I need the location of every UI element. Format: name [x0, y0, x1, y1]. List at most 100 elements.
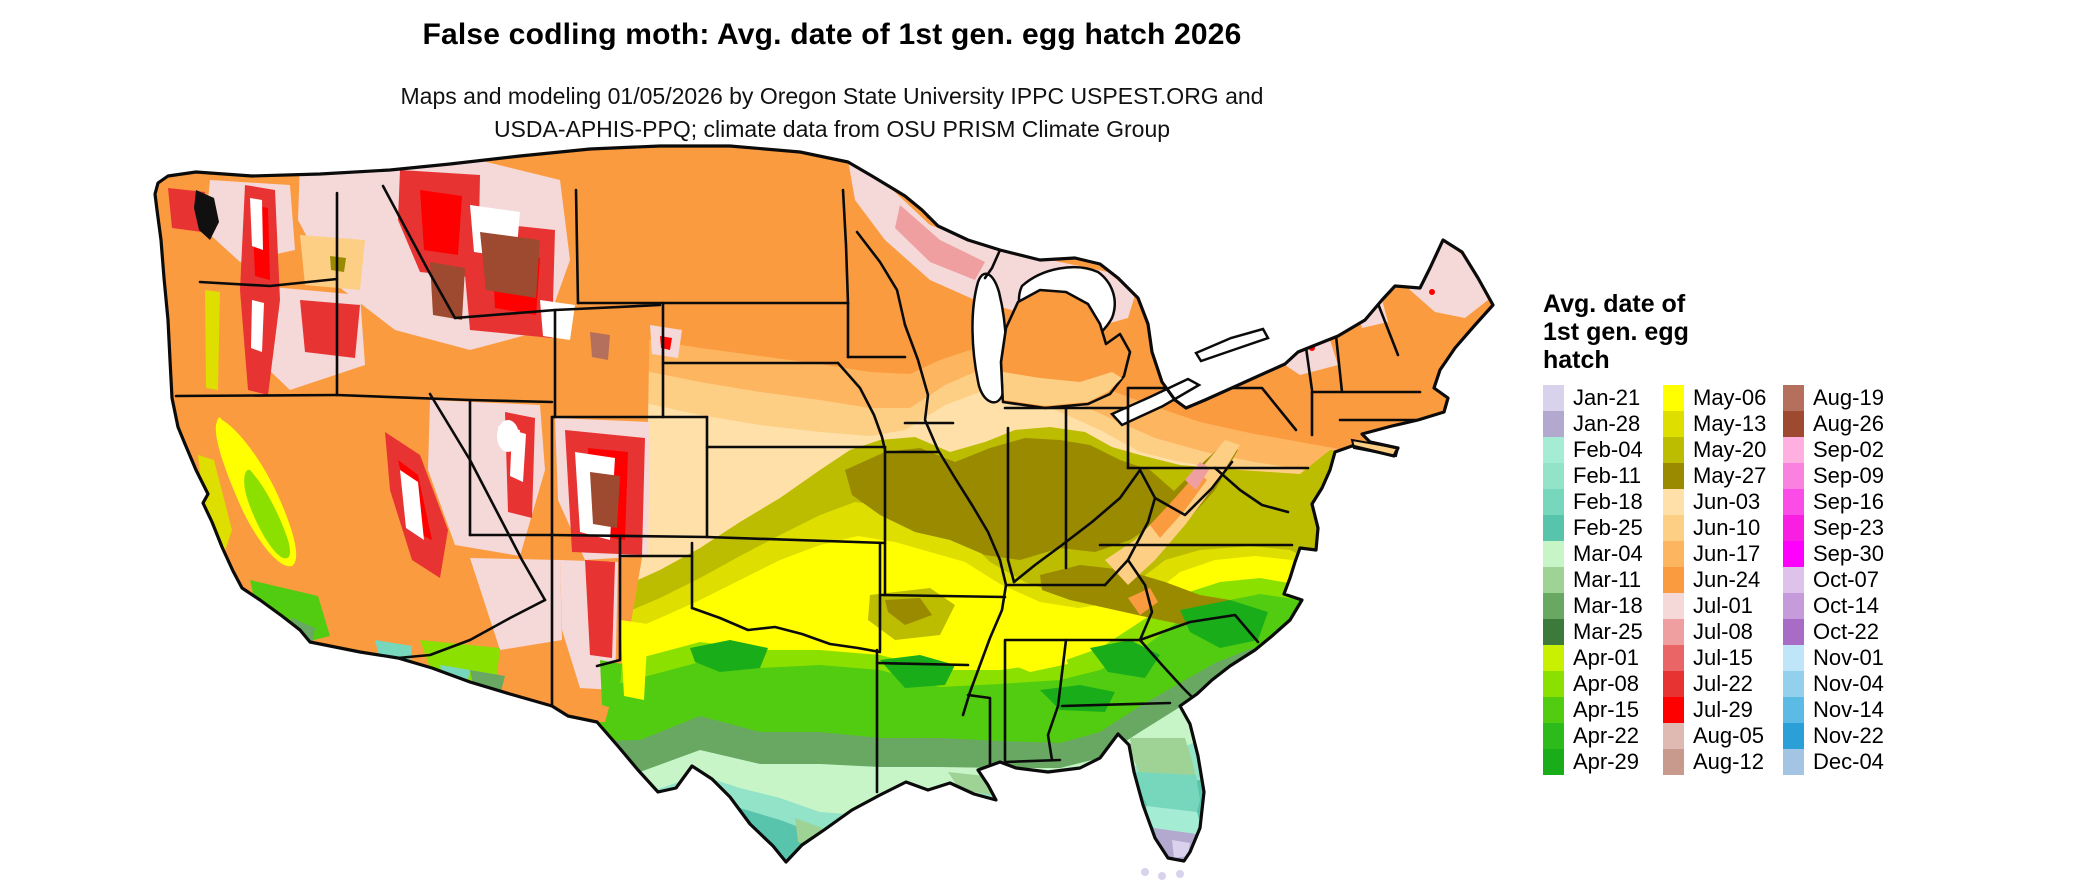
puget-sound — [194, 190, 219, 240]
map-region — [620, 620, 648, 700]
legend-date-label: Jul-08 — [1693, 619, 1753, 644]
map-region — [396, 598, 547, 660]
legend-swatch — [1543, 541, 1564, 567]
legend-row: Oct-22 — [1783, 619, 1903, 645]
legend-date-label: Jul-01 — [1693, 593, 1753, 618]
map-region — [1060, 701, 1172, 708]
legend-row: Sep-09 — [1783, 463, 1903, 489]
legend-swatch — [1663, 411, 1684, 437]
map-region — [1005, 646, 1068, 672]
map-region — [595, 554, 622, 668]
legend-swatch — [1543, 567, 1564, 593]
legend-swatch — [1543, 437, 1564, 463]
map-region — [381, 184, 457, 320]
map-region — [841, 188, 850, 305]
map-region — [480, 232, 540, 298]
legend-row: Mar-25 — [1543, 619, 1663, 645]
legend-column-1: Jan-21 Jan-28 Feb-04 Feb-11 Feb-18 Feb-25 Mar-… — [1543, 385, 1663, 775]
legend-row: Jul-15 — [1663, 645, 1783, 671]
map-region — [903, 323, 1008, 717]
legend-date-label: Sep-30 — [1813, 541, 1884, 566]
legend-swatch — [1663, 593, 1684, 619]
map-region — [1003, 372, 1122, 406]
map-region — [1176, 870, 1184, 878]
map-region — [430, 262, 465, 320]
map-title: False codling moth: Avg. date of 1st gen… — [422, 18, 1242, 51]
legend-column-3: Aug-19 Aug-26 Sep-02 Sep-09 Sep-16 Sep-23 Sep-… — [1783, 385, 1903, 775]
legend-row: Jan-21 — [1543, 385, 1663, 411]
legend-date-label: Dec-04 — [1813, 749, 1884, 774]
legend-row: May-27 — [1663, 463, 1783, 489]
map-region — [953, 225, 959, 231]
legend-columns: Jan-21 Jan-28 Feb-04 Feb-11 Feb-18 Feb-25 Mar-… — [1543, 385, 1963, 775]
legend-row: Jun-03 — [1663, 489, 1783, 515]
legend-date-label: May-27 — [1693, 463, 1767, 488]
legend-swatch — [1543, 489, 1564, 515]
legend-date-label: Jun-24 — [1693, 567, 1761, 592]
legend-swatch — [1663, 723, 1684, 749]
map-attribution: Maps and modeling 01/05/2026 by Oregon S… — [0, 80, 1664, 146]
legend-date-label: Mar-04 — [1573, 541, 1643, 566]
legend-date-label: May-13 — [1693, 411, 1767, 436]
legend-row: Apr-29 — [1543, 749, 1663, 775]
legend-swatch — [1663, 463, 1684, 489]
legend-row: Sep-02 — [1783, 437, 1903, 463]
map-region — [540, 300, 575, 340]
map-region — [1138, 638, 1199, 704]
legend-date-label: Feb-04 — [1573, 437, 1643, 462]
legend-title-line-2: 1st gen. egg — [1543, 318, 1689, 346]
map-region — [836, 361, 887, 452]
legend-row: Mar-04 — [1543, 541, 1663, 567]
map-region — [600, 660, 622, 710]
legend-date-label: Jun-10 — [1693, 515, 1761, 540]
legend-swatch — [1783, 411, 1804, 437]
legend-swatch — [1783, 385, 1804, 411]
legend-swatch — [1783, 749, 1804, 775]
legend-swatch — [1663, 489, 1684, 515]
legend-date-label: Oct-22 — [1813, 619, 1880, 644]
map-region — [1429, 289, 1435, 295]
legend-date-label: Jun-03 — [1693, 489, 1761, 514]
legend-row: Nov-14 — [1783, 697, 1903, 723]
map-region — [1150, 472, 1207, 538]
legend-swatch — [1543, 593, 1564, 619]
map-region — [574, 188, 580, 305]
map-region — [690, 640, 768, 672]
legend-swatch — [1783, 489, 1804, 515]
legend-date-label: Feb-11 — [1573, 463, 1642, 488]
state-borders — [174, 184, 1422, 794]
attribution-line-1: Maps and modeling 01/05/2026 by Oregon S… — [400, 83, 1264, 109]
map-region — [428, 392, 547, 602]
legend-date-label: Sep-09 — [1813, 463, 1884, 488]
legend-date-label: Jun-17 — [1693, 541, 1761, 566]
legend-row: Feb-04 — [1543, 437, 1663, 463]
florida-keys — [1141, 868, 1184, 880]
legend-swatch — [1783, 697, 1804, 723]
legend-date-label: Nov-01 — [1813, 645, 1884, 670]
legend-swatch — [1543, 411, 1564, 437]
legend-date-label: May-06 — [1693, 385, 1767, 410]
legend-row: Mar-18 — [1543, 593, 1663, 619]
legend-swatch — [1663, 541, 1684, 567]
legend-row: Aug-26 — [1783, 411, 1903, 437]
map-region — [240, 185, 280, 395]
legend-date-label: Jul-15 — [1693, 645, 1753, 670]
legend-row: Apr-15 — [1543, 697, 1663, 723]
legend-date-label: Feb-18 — [1573, 489, 1643, 514]
legend-swatch — [1663, 749, 1684, 775]
map-region — [1172, 840, 1190, 858]
map-region — [880, 593, 1007, 599]
map-region — [1417, 267, 1423, 273]
legend-row: Jun-17 — [1663, 541, 1783, 567]
legend-date-label: Jan-21 — [1573, 385, 1641, 410]
legend-title-line-1: Avg. date of — [1543, 290, 1686, 318]
map-region — [198, 455, 232, 560]
legend-row: Aug-05 — [1663, 723, 1783, 749]
appalachian-ridge — [1105, 440, 1240, 615]
map-region — [855, 230, 907, 327]
legend-date-label: Apr-15 — [1573, 697, 1640, 722]
legend-swatch — [1663, 619, 1684, 645]
legend-row: Oct-07 — [1783, 567, 1903, 593]
legend-row: Sep-23 — [1783, 515, 1903, 541]
legend-date-label: Nov-14 — [1813, 697, 1884, 722]
